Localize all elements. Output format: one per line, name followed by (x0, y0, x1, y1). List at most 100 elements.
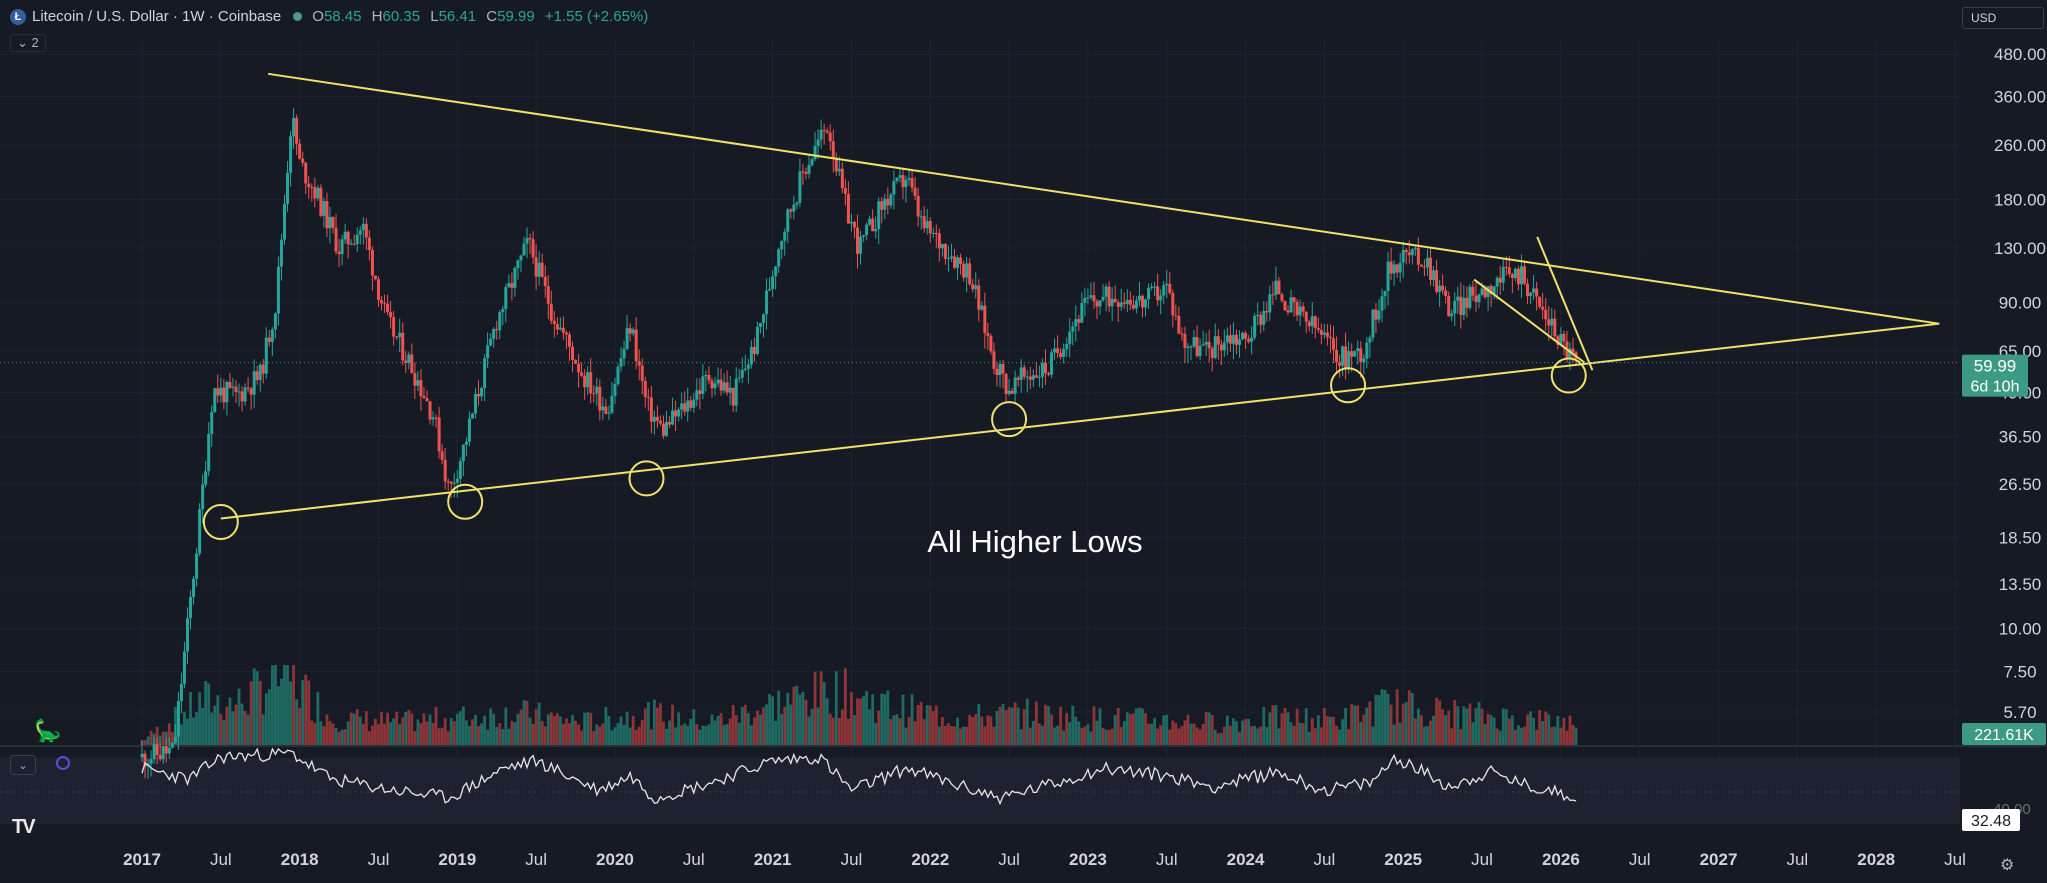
volume-bar (483, 715, 486, 745)
indicator-settings-icon[interactable] (56, 756, 70, 770)
low-circle-marker[interactable] (1550, 357, 1587, 394)
indicator-toggle[interactable]: ⌄ 2 (10, 34, 46, 52)
symbol-title[interactable]: Litecoin / U.S. Dollar · 1W · Coinbase (32, 8, 282, 25)
candle-body (661, 423, 665, 436)
annotation-text: All Higher Lows (927, 524, 1142, 559)
volume-bar (1213, 729, 1217, 745)
candle-body (707, 375, 711, 381)
candle-body (231, 386, 235, 388)
currency-select[interactable]: USD (1962, 7, 2044, 29)
volume-bar (143, 740, 147, 745)
candle-body (1286, 310, 1290, 313)
candle-body (771, 276, 775, 289)
candle-body (1271, 294, 1275, 296)
candle-body (428, 401, 432, 420)
volume-bar (886, 690, 890, 745)
trendline[interactable] (1536, 236, 1594, 371)
trendline[interactable] (267, 72, 1940, 325)
volume-bar (461, 706, 465, 745)
candle-body (1519, 266, 1523, 285)
trendline[interactable] (1473, 278, 1586, 364)
candle-body (1241, 332, 1245, 340)
volume-bar (713, 720, 717, 745)
volume-bar (255, 671, 259, 745)
volume-bar (1347, 729, 1351, 745)
volume-bar (189, 692, 192, 745)
trendline[interactable] (220, 322, 1940, 520)
candle-body (664, 421, 668, 436)
candle-body (928, 220, 932, 234)
candle-body (1056, 348, 1060, 353)
candle-body (865, 224, 869, 236)
volume-bar (419, 723, 423, 745)
tradingview-logo[interactable]: TV (12, 816, 36, 838)
collapse-pane-button[interactable]: ⌄ (10, 755, 36, 775)
volume-bar (1025, 698, 1029, 745)
candle-body (1568, 348, 1572, 358)
settings-gear-icon[interactable]: ⚙ (2000, 857, 2015, 874)
volume-bar (292, 665, 295, 745)
candle-body (213, 388, 217, 413)
candle-body (892, 181, 896, 195)
volume-bar (289, 681, 292, 745)
candle-body (1532, 288, 1536, 293)
low-circle-marker[interactable] (628, 460, 665, 497)
volume-bar (310, 720, 314, 745)
dinosaur-icon[interactable]: 🦕 (34, 718, 62, 743)
time-tick-label: 2020 (596, 850, 634, 869)
candle-body (516, 260, 520, 268)
volume-bar (1471, 722, 1475, 745)
volume-bar (352, 713, 356, 745)
volume-bar (1171, 720, 1175, 745)
volume-bar (395, 711, 399, 745)
candle-body (701, 376, 705, 394)
volume-bar (425, 721, 429, 745)
low-circle-marker[interactable] (1330, 367, 1367, 404)
volume-bar (619, 716, 623, 745)
candle-body (1068, 331, 1072, 345)
candle-body (1535, 288, 1539, 297)
low-circle-marker[interactable] (447, 483, 484, 520)
candle-body (816, 139, 820, 146)
candle-body (219, 387, 223, 396)
low-circle-marker[interactable] (991, 401, 1028, 438)
candle-body (161, 746, 165, 760)
volume-bar (1401, 703, 1405, 745)
price-tick-label: 480.00 (1994, 45, 2046, 64)
candle-body (786, 209, 790, 232)
volume-bar (1016, 707, 1020, 745)
candle-body (1210, 348, 1214, 358)
candle-body (531, 239, 535, 258)
volume-bar (1529, 711, 1532, 745)
candle-body (1238, 339, 1242, 345)
candle-body (601, 406, 605, 411)
low-circle-marker[interactable] (202, 504, 239, 541)
volume-bar (1319, 727, 1323, 745)
volume-bar (1301, 723, 1305, 745)
candle-body (1322, 332, 1326, 335)
volume-bar (1210, 714, 1214, 745)
candle-body (322, 201, 326, 216)
volume-bar (1019, 729, 1023, 745)
candle-body (595, 386, 599, 394)
volume-bar (1153, 718, 1157, 745)
volume-bar (580, 730, 584, 745)
candle-body (255, 371, 259, 381)
candle-body (1356, 348, 1360, 352)
volume-bar (737, 722, 741, 745)
candle-body (704, 375, 708, 377)
open-value: 58.45 (323, 8, 362, 25)
volume-bar (683, 723, 687, 745)
candle-body (574, 359, 578, 364)
candle-body (716, 379, 720, 384)
candle-body (989, 335, 993, 352)
candle-body (953, 256, 957, 268)
candle-body (1153, 286, 1157, 288)
candle-body (983, 305, 987, 334)
candle-body (1328, 336, 1332, 339)
time-tick-label: Jul (998, 850, 1020, 869)
volume-bar (392, 718, 396, 745)
candle-body (719, 379, 723, 391)
volume-bar (1150, 723, 1153, 745)
